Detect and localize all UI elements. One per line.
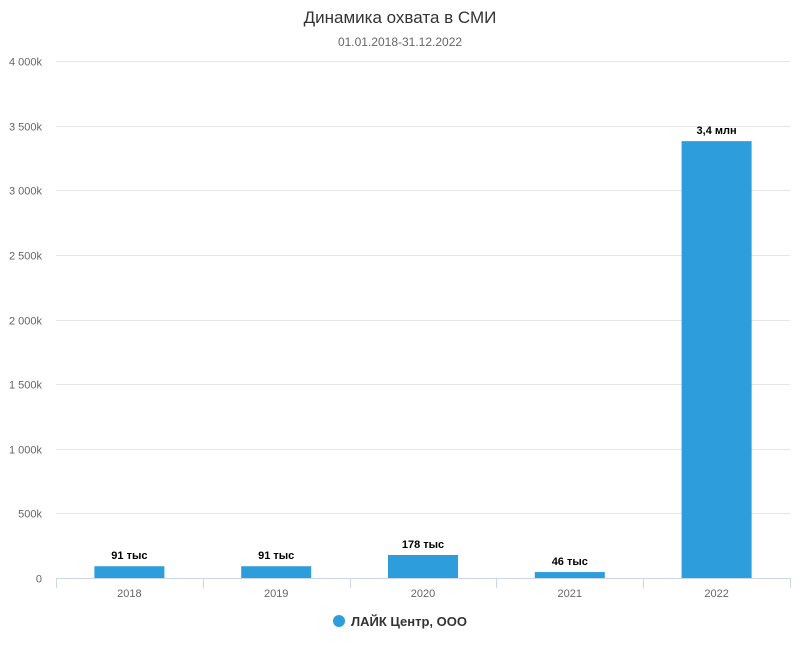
- data-label-2021: 46 тыс: [552, 556, 588, 568]
- bar-2022[interactable]: [681, 141, 752, 578]
- x-axis: 2018 2019 2020 2021 2022: [56, 578, 791, 600]
- data-label-2019: 91 тыс: [258, 550, 294, 562]
- x-tick-label: 2021: [558, 588, 582, 600]
- y-tick-label: 500k: [18, 509, 42, 521]
- y-tick-label: 1 000k: [9, 445, 43, 457]
- legend[interactable]: ЛАЙК Центр, ООО: [0, 614, 800, 629]
- y-tick-label: 4 000k: [9, 57, 43, 69]
- y-tick-label: 0: [36, 574, 42, 586]
- legend-label: ЛАЙК Центр, ООО: [350, 614, 467, 629]
- data-label-2020: 178 тыс: [402, 539, 444, 551]
- x-tick-label: 2018: [117, 588, 141, 600]
- bar-series: [94, 141, 752, 578]
- y-tick-label: 3 000k: [9, 186, 43, 198]
- gridlines: [56, 61, 790, 514]
- chart-title: Динамика охвата в СМИ: [303, 8, 497, 27]
- bar-2019[interactable]: [241, 566, 312, 578]
- legend-marker-icon: [332, 615, 345, 627]
- x-tick-label: 2019: [264, 588, 288, 600]
- y-tick-label: 2 500k: [9, 251, 43, 263]
- data-labels: 91 тыс 91 тыс 178 тыс 46 тыс 3,4 млн: [111, 125, 736, 568]
- y-axis: 0 500k 1 000k 1 500k 2 000k 2 500k 3 000k 3 500…: [9, 57, 43, 586]
- y-tick-label: 1 500k: [9, 380, 43, 392]
- x-tick-label: 2020: [411, 588, 435, 600]
- bar-2018[interactable]: [94, 566, 165, 578]
- chart-subtitle: 01.01.2018-31.12.2022: [337, 35, 463, 49]
- data-label-2018: 91 тыс: [111, 550, 147, 562]
- y-tick-label: 3 500k: [9, 122, 43, 134]
- y-tick-label: 2 000k: [9, 316, 43, 328]
- data-label-2022: 3,4 млн: [697, 125, 737, 137]
- x-tick-label: 2022: [704, 588, 728, 600]
- bar-2020[interactable]: [388, 554, 458, 578]
- bar-2021[interactable]: [534, 572, 605, 578]
